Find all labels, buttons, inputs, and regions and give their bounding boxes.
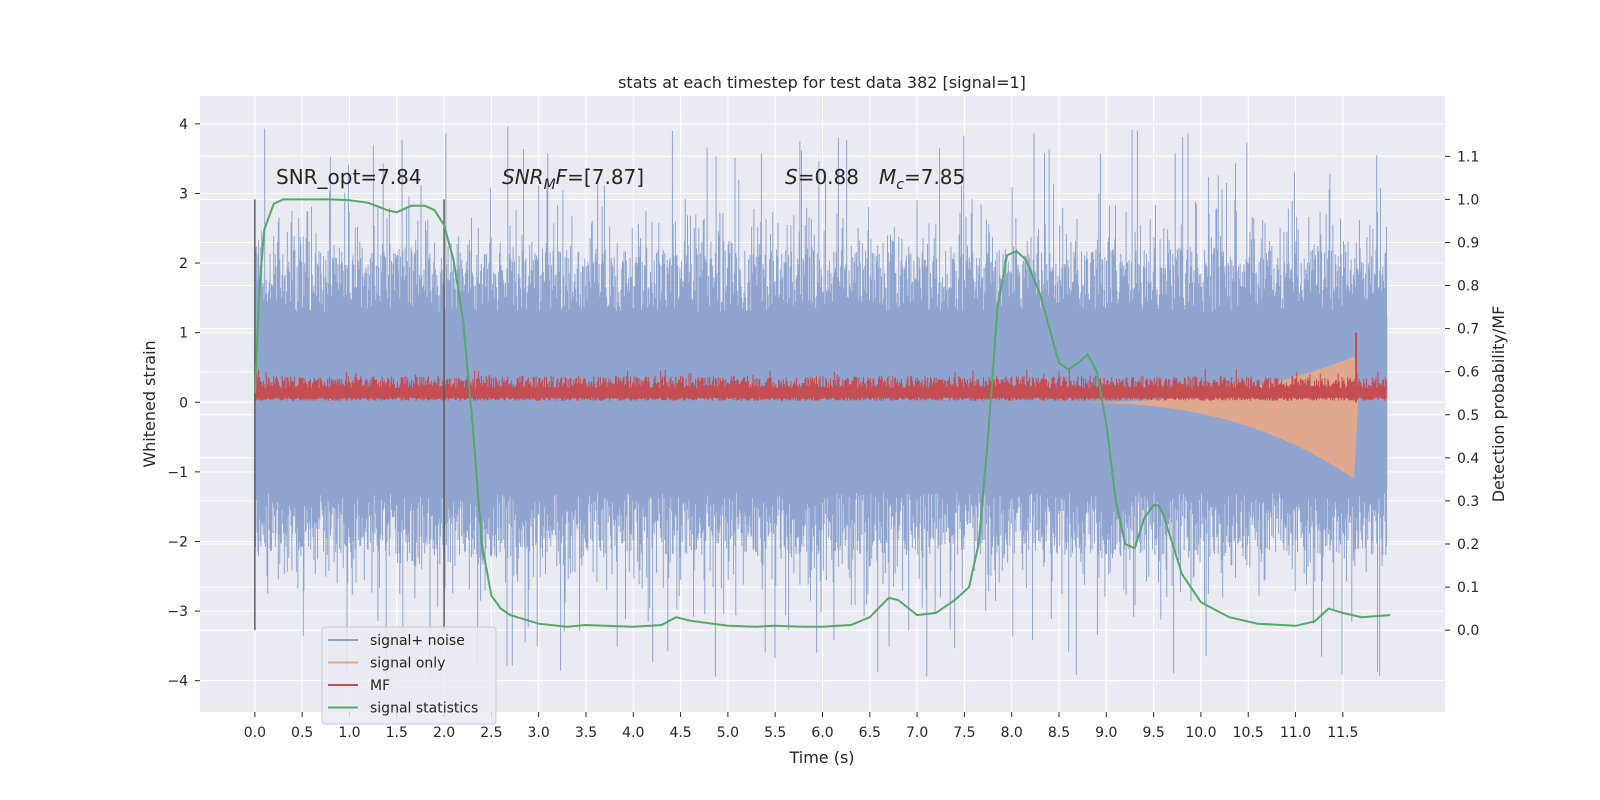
y-left-tick-label: −4	[167, 674, 188, 690]
y-axis-right-label: Detection probability/MF	[1489, 306, 1508, 503]
annotation-mc: Mc=7.85	[879, 165, 965, 193]
y-right-tick-label: 0.5	[1457, 408, 1479, 424]
x-tick-label: 4.0	[622, 725, 644, 741]
annotation-s: S=0.88	[785, 165, 859, 189]
x-tick-label: 5.5	[764, 725, 786, 741]
y-left-tick-label: 1	[179, 326, 188, 342]
y-right-tick-label: 0.3	[1457, 494, 1479, 510]
annotation-snr-opt: SNR_opt=7.84	[276, 165, 422, 189]
annotation-mc-subscript: c	[896, 177, 904, 193]
y-right-tick-label: 1.0	[1457, 192, 1479, 208]
x-tick-label: 8.0	[1001, 725, 1023, 741]
x-tick-label: 9.5	[1142, 725, 1164, 741]
x-tick-label: 2.5	[480, 725, 502, 741]
x-tick-label: 0.5	[291, 725, 313, 741]
annotation-snr-mf-f: F	[556, 165, 568, 189]
x-tick-label: 8.5	[1048, 725, 1070, 741]
y-left-tick-label: 3	[179, 186, 188, 202]
x-tick-label: 3.0	[528, 725, 550, 741]
annotation-mc-symbol: M	[879, 165, 896, 189]
x-tick-label: 2.0	[433, 725, 455, 741]
x-tick-label: 7.5	[953, 725, 975, 741]
vertical-markers	[254, 199, 445, 631]
x-axis-ticks: 0.0 0.5 1.0 1.5 2.0 2.5 3.0 3.5 4.0 4.5 5.0 5.5 6.0 6…	[244, 712, 1358, 741]
x-tick-label: 4.5	[669, 725, 691, 741]
y-left-tick-label: −1	[167, 465, 188, 481]
annotation-mc-value: =7.85	[904, 165, 965, 189]
y-right-tick-label: 0.6	[1457, 365, 1479, 381]
x-tick-label: 6.5	[859, 725, 881, 741]
annotation-s-value: =0.88	[798, 165, 859, 189]
annotation-snr-mf: SNRMF=[7.87]	[502, 165, 644, 193]
x-tick-label: 11.5	[1327, 725, 1358, 741]
y-axis-left-label: Whitened strain	[140, 340, 159, 467]
y-right-tick-label: 0.7	[1457, 322, 1479, 338]
x-tick-label: 6.0	[811, 725, 833, 741]
legend-label: signal+ noise	[370, 633, 465, 649]
y-axis-right-ticks: 0.0 0.1 0.2 0.3 0.4 0.5 0.6 0.7 0.8 0.9 1.0 1.1	[1445, 149, 1479, 639]
annotation-snr-mf-value: =[7.87]	[567, 165, 644, 189]
annotation-s-symbol: S	[785, 165, 798, 189]
annotations: SNR_opt=7.84 SNRMF=[7.87] S=0.88 Mc=7.85	[276, 165, 965, 193]
legend-label: signal statistics	[370, 701, 478, 717]
legend: signal+ noise signal only MF signal statist…	[321, 626, 497, 725]
x-tick-label: 10.0	[1185, 725, 1216, 741]
y-left-tick-label: −2	[167, 534, 188, 550]
y-right-tick-label: 0.8	[1457, 279, 1479, 295]
x-tick-label: 10.5	[1233, 725, 1264, 741]
x-tick-label: 5.0	[717, 725, 739, 741]
x-tick-label: 7.0	[906, 725, 928, 741]
y-right-tick-label: 0.0	[1457, 623, 1479, 639]
y-left-tick-label: 2	[179, 256, 188, 272]
annotation-snr-mf-symbol: SNR	[502, 165, 544, 189]
y-right-tick-label: 0.4	[1457, 451, 1479, 467]
legend-label: signal only	[370, 656, 445, 672]
x-tick-label: 3.5	[575, 725, 597, 741]
y-left-tick-label: 0	[179, 395, 188, 411]
y-right-tick-label: 1.1	[1457, 149, 1479, 165]
x-tick-label: 11.0	[1280, 725, 1311, 741]
series-signal-statistics	[253, 198, 1391, 628]
signal-statistics-line	[253, 198, 1391, 628]
chart-title: stats at each timestep for test data 382…	[618, 73, 1026, 92]
x-tick-label: 1.0	[338, 725, 360, 741]
legend-label: MF	[370, 678, 390, 694]
y-left-tick-label: 4	[179, 117, 188, 133]
y-left-tick-label: −3	[167, 604, 188, 620]
x-tick-label: 9.0	[1095, 725, 1117, 741]
y-axis-left-ticks: 4 3 2 1 0 −1 −2 −3 −4	[167, 117, 200, 690]
legend-box	[321, 626, 497, 725]
x-tick-label: 1.5	[386, 725, 408, 741]
x-tick-label: 0.0	[244, 725, 266, 741]
y-right-tick-label: 0.2	[1457, 537, 1479, 553]
y-right-tick-label: 0.1	[1457, 580, 1479, 596]
y-right-tick-label: 0.9	[1457, 235, 1479, 251]
annotation-snr-mf-subscript: M	[544, 177, 556, 193]
x-axis-label: Time (s)	[788, 748, 854, 767]
